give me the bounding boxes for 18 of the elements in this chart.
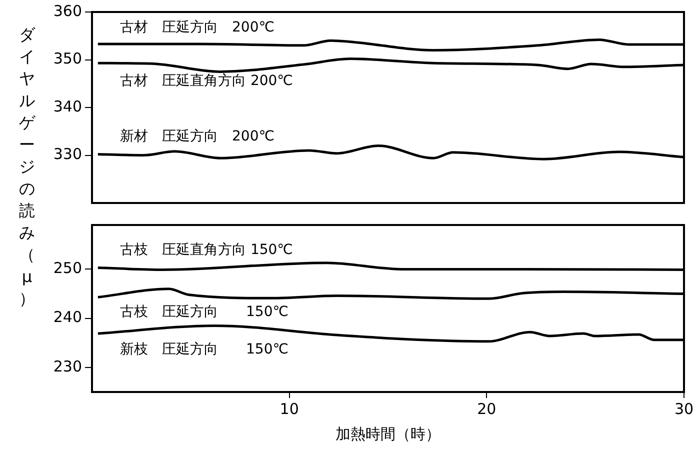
- y-tick-label: 350: [53, 50, 82, 68]
- y-tick-label: 250: [53, 259, 82, 278]
- series-label: 古枝 圧延方向 150℃: [120, 304, 288, 320]
- series-label: 新材 圧延方向 200℃: [120, 128, 274, 144]
- y-tick-label: 330: [53, 145, 82, 164]
- x-tick-label: 10: [280, 400, 299, 418]
- x-tick-label: 30: [674, 400, 694, 418]
- x-tick-label: 20: [477, 400, 496, 418]
- series-label: 新枝 圧延方向 150℃: [120, 342, 288, 358]
- series-label: 古材 圧延直角方向 200℃: [120, 72, 293, 89]
- series-label: 古材 圧延方向 200℃: [120, 20, 274, 36]
- series-label: 古枝 圧延直角方向 150℃: [120, 242, 293, 258]
- x-axis-title: 加熱時間（時）: [336, 424, 440, 443]
- y-tick-label: 340: [53, 97, 82, 116]
- y-tick-label: 230: [53, 357, 82, 376]
- y-tick-label: 360: [53, 2, 82, 20]
- text: ダイヤルゲージの読み（μ）: [19, 25, 35, 308]
- y-tick-label: 240: [53, 308, 82, 326]
